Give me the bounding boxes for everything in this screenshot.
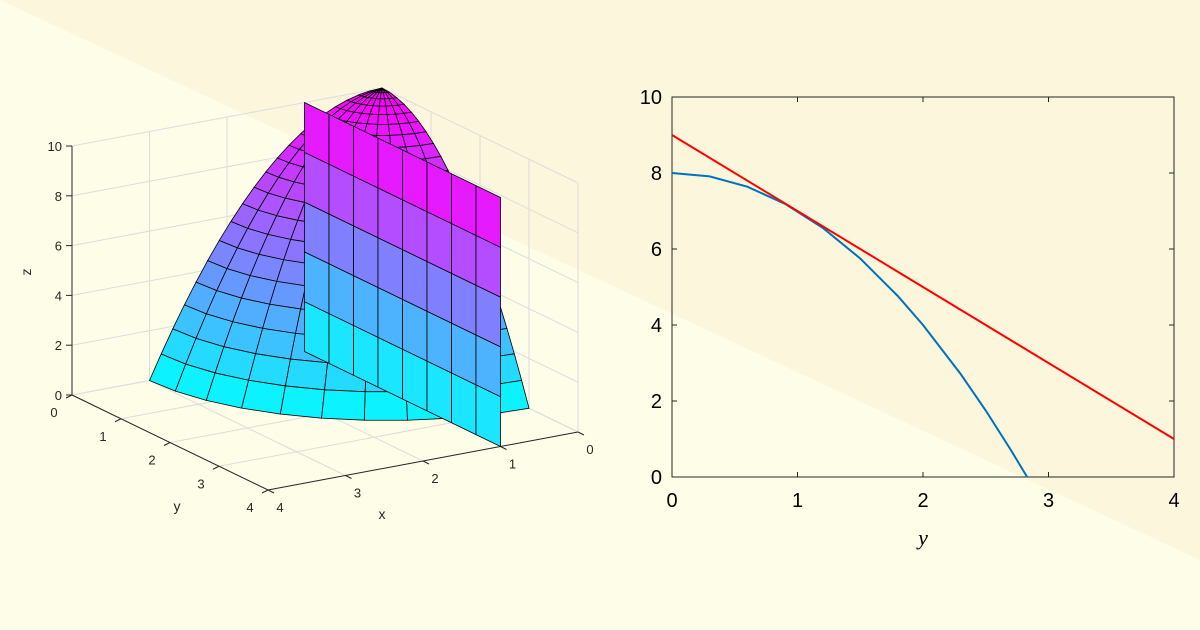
y-tick-label-3d: 2 [148,453,155,468]
plane-x1 [304,101,501,448]
x-tick-label-3d: 2 [431,471,438,486]
y-tick-label-3d: 0 [50,405,57,420]
x-ticks-2d: 0 1 2 3 4 [666,97,1180,512]
x-tick-label-3d: 0 [586,442,593,457]
z-tick-label-3d: 4 [55,288,62,303]
z-tick-label-3d: 8 [55,189,62,204]
tangent-line [671,134,1175,440]
y-tick-label-3d: 4 [246,500,253,515]
y-axis-label-3d: y [174,498,181,514]
x-axis-label-3d: x [379,506,386,522]
x-tick-labels-3d: 0 1 2 3 4 [267,431,594,515]
z-axis-label-3d: z [18,269,34,276]
y-tick-label-2d: 4 [651,315,662,337]
x-tick-label-3d: 4 [276,500,283,515]
y-tick-label-3d: 3 [197,476,204,491]
y-ticks-2d: 0 2 4 6 8 10 [640,87,1174,489]
series-lines [671,134,1175,478]
z-tick-label-3d: 10 [48,139,62,154]
x-tick-label-2d: 4 [1168,490,1179,512]
z-tick-label-3d: 0 [55,388,62,403]
y-tick-label-2d: 10 [640,87,662,109]
x-tick-label-2d: 0 [666,490,677,512]
x-tick-label-2d: 1 [792,490,803,512]
y-tick-label-2d: 8 [651,163,662,185]
y-tick-label-2d: 6 [651,239,662,261]
z-tick-label-3d: 6 [55,239,62,254]
y-tick-label-2d: 2 [651,391,662,413]
z-tick-labels-3d: 0 2 4 6 8 10 [48,139,72,403]
z-tick-label-3d: 2 [55,338,62,353]
curve-line [671,172,1029,478]
y-tick-label-2d: 0 [651,467,662,489]
surface-plot-3d: 0 1 2 3 4 0 1 2 3 4 0 2 4 6 8 10 x y z [18,87,594,522]
x-tick-label-3d: 1 [509,457,516,472]
x-tick-label-3d: 3 [354,486,361,501]
x-axis-label-2d: y [916,525,928,550]
x-tick-label-2d: 3 [1043,490,1054,512]
x-tick-label-2d: 2 [917,490,928,512]
y-tick-label-3d: 1 [99,429,106,444]
